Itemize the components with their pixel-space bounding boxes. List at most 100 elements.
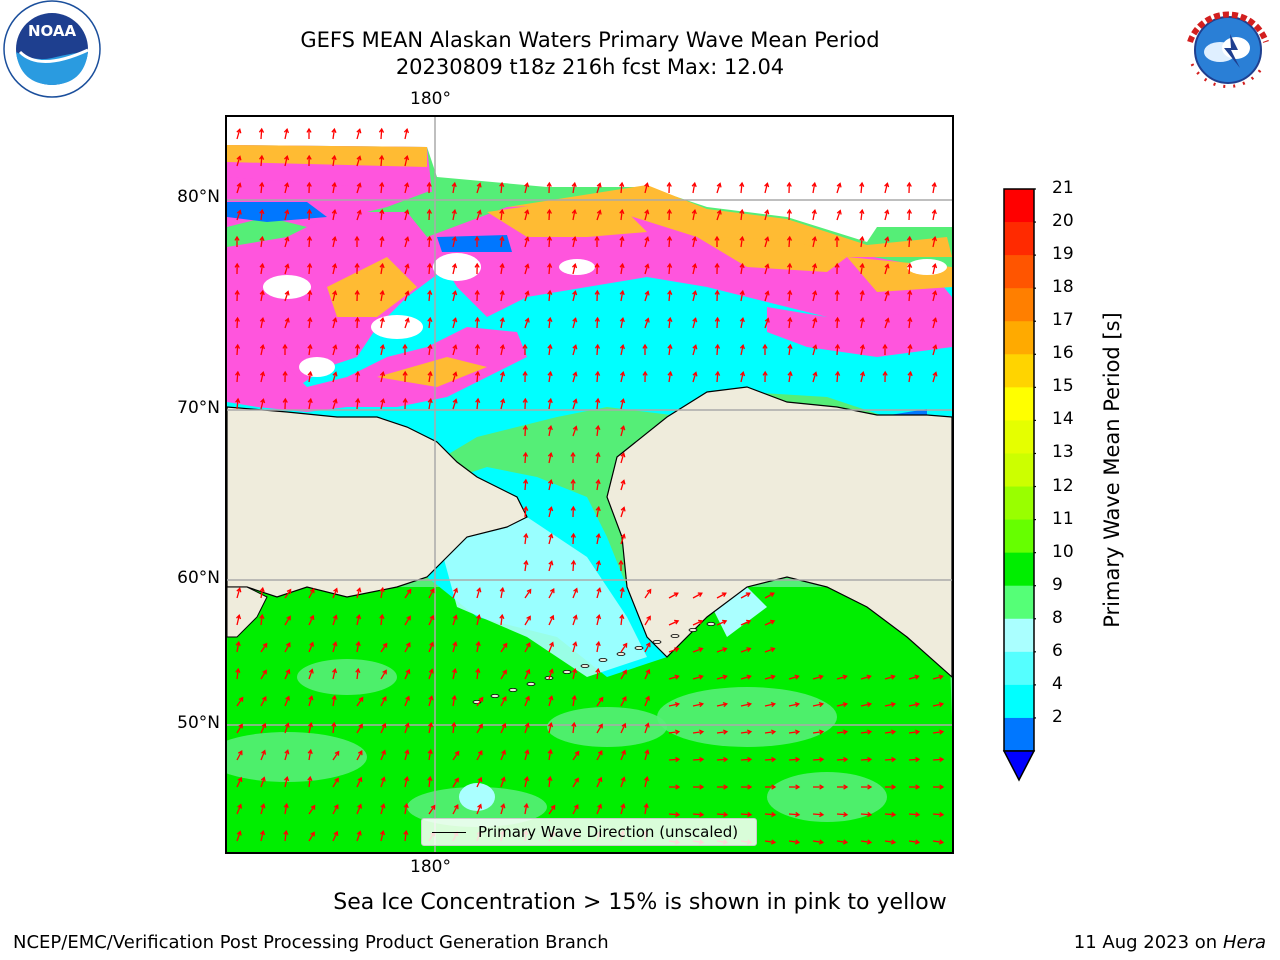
- wave-arrow: [548, 776, 551, 788]
- wave-arrow: [644, 210, 649, 221]
- wave-arrow: [236, 129, 241, 140]
- nws-logo: [1182, 4, 1274, 96]
- wave-arrow: [836, 730, 847, 734]
- wave-arrow-head: [746, 674, 752, 680]
- wave-arrow-head: [427, 343, 433, 350]
- wave-arrow-head: [594, 262, 600, 268]
- wave-arrow-head: [667, 343, 673, 350]
- wave-arrow-head: [284, 749, 290, 755]
- wave-arrow: [860, 675, 871, 680]
- wave-arrow-head: [572, 641, 578, 647]
- aleutian-island: [526, 682, 536, 687]
- wave-arrow-head: [572, 668, 578, 674]
- wave-arrow-head: [619, 262, 625, 269]
- wave-arrow-head: [236, 614, 242, 620]
- wave-arrow: [452, 183, 456, 194]
- wave-arrow-head: [523, 532, 529, 538]
- wave-arrow: [308, 805, 316, 815]
- wave-arrow-head: [739, 235, 745, 242]
- wave-arrow-head: [403, 127, 409, 134]
- wave-arrow-head: [762, 370, 768, 376]
- wave-arrow: [668, 236, 671, 248]
- no-data-area: [227, 117, 952, 242]
- wave-arrow-head: [714, 343, 721, 349]
- wave-arrow-head: [476, 209, 482, 215]
- wave-arrow: [836, 703, 847, 707]
- wave-arrow-head: [237, 750, 243, 756]
- wave-arrow-head: [794, 674, 800, 680]
- wave-arrow-head: [692, 263, 698, 269]
- wave-arrow: [764, 675, 775, 680]
- wave-arrow-head: [770, 839, 777, 845]
- wave-arrow-head: [238, 723, 243, 729]
- wave-arrow-head: [332, 317, 338, 323]
- wave-arrow: [716, 344, 719, 356]
- wave-arrow-head: [548, 506, 554, 512]
- wave-arrow: [332, 183, 336, 194]
- colorbar-band: [1004, 387, 1034, 421]
- wave-arrow: [236, 210, 241, 221]
- wave-arrow: [524, 777, 528, 788]
- wave-arrow: [620, 723, 626, 734]
- wave-arrow: [332, 291, 337, 302]
- wave-arrow-head: [595, 397, 601, 403]
- wave-arrow: [380, 128, 383, 140]
- wave-arrow-head: [747, 784, 753, 790]
- wave-arrow-head: [259, 289, 265, 296]
- colorbar-band: [1004, 618, 1034, 653]
- wave-arrow: [908, 675, 919, 680]
- wave-arrow-head: [236, 155, 242, 161]
- wave-arrow: [500, 614, 503, 626]
- wave-arrow-head: [235, 667, 241, 673]
- wave-arrow: [812, 291, 817, 302]
- wave-arrow: [620, 318, 624, 329]
- wave-arrow-head: [574, 750, 580, 756]
- wave-arrow: [932, 183, 936, 194]
- wave-arrow: [908, 840, 919, 844]
- wave-arrow: [716, 703, 727, 707]
- wave-arrow: [524, 533, 527, 545]
- wave-arrow-head: [914, 701, 921, 708]
- wave-arrow-head: [786, 262, 793, 268]
- wave-arrow: [404, 156, 408, 167]
- wave-arrow: [428, 696, 433, 707]
- wave-arrow: [284, 291, 289, 302]
- wave-arrow-head: [379, 586, 385, 593]
- wave-arrow: [932, 237, 936, 248]
- chart-subtitle: 20230809 t18z 216h fcst Max: 12.04: [395, 55, 785, 79]
- wave-arrow-head: [526, 588, 532, 594]
- wave-arrow-head: [915, 784, 921, 790]
- wave-arrow-head: [739, 262, 745, 269]
- wave-arrow: [524, 506, 527, 518]
- wave-arrow: [836, 813, 848, 816]
- wave-arrow: [452, 722, 455, 734]
- wave-arrow-head: [380, 830, 386, 836]
- wave-arrow-head: [595, 451, 601, 458]
- wave-arrow-head: [571, 235, 577, 242]
- wave-arrow-head: [404, 722, 410, 728]
- wave-arrow-head: [723, 784, 729, 790]
- wave-arrow: [476, 724, 483, 734]
- colorbar-tick-label: 2: [1052, 706, 1063, 727]
- wave-arrow-head: [380, 803, 386, 809]
- wave-arrow: [428, 372, 432, 383]
- wave-arrow-head: [692, 317, 698, 323]
- wave-arrow: [668, 372, 672, 383]
- wave-arrow-head: [427, 289, 433, 295]
- wave-arrow: [284, 777, 288, 788]
- wave-arrow: [548, 669, 553, 680]
- wave-arrow: [500, 804, 505, 815]
- wave-arrow: [692, 183, 696, 194]
- wave-arrow: [788, 345, 792, 356]
- wave-arrow: [740, 264, 744, 275]
- wave-arrow: [524, 723, 529, 734]
- wave-arrow-head: [811, 181, 817, 188]
- wave-arrow-head: [474, 289, 480, 295]
- wave-arrow: [668, 758, 680, 761]
- wave-arrow: [260, 614, 263, 626]
- colorbar-band: [1004, 717, 1034, 752]
- wave-arrow: [788, 372, 792, 383]
- wave-arrow: [236, 344, 239, 356]
- wave-arrow-head: [499, 343, 505, 350]
- wave-arrow-head: [549, 588, 555, 594]
